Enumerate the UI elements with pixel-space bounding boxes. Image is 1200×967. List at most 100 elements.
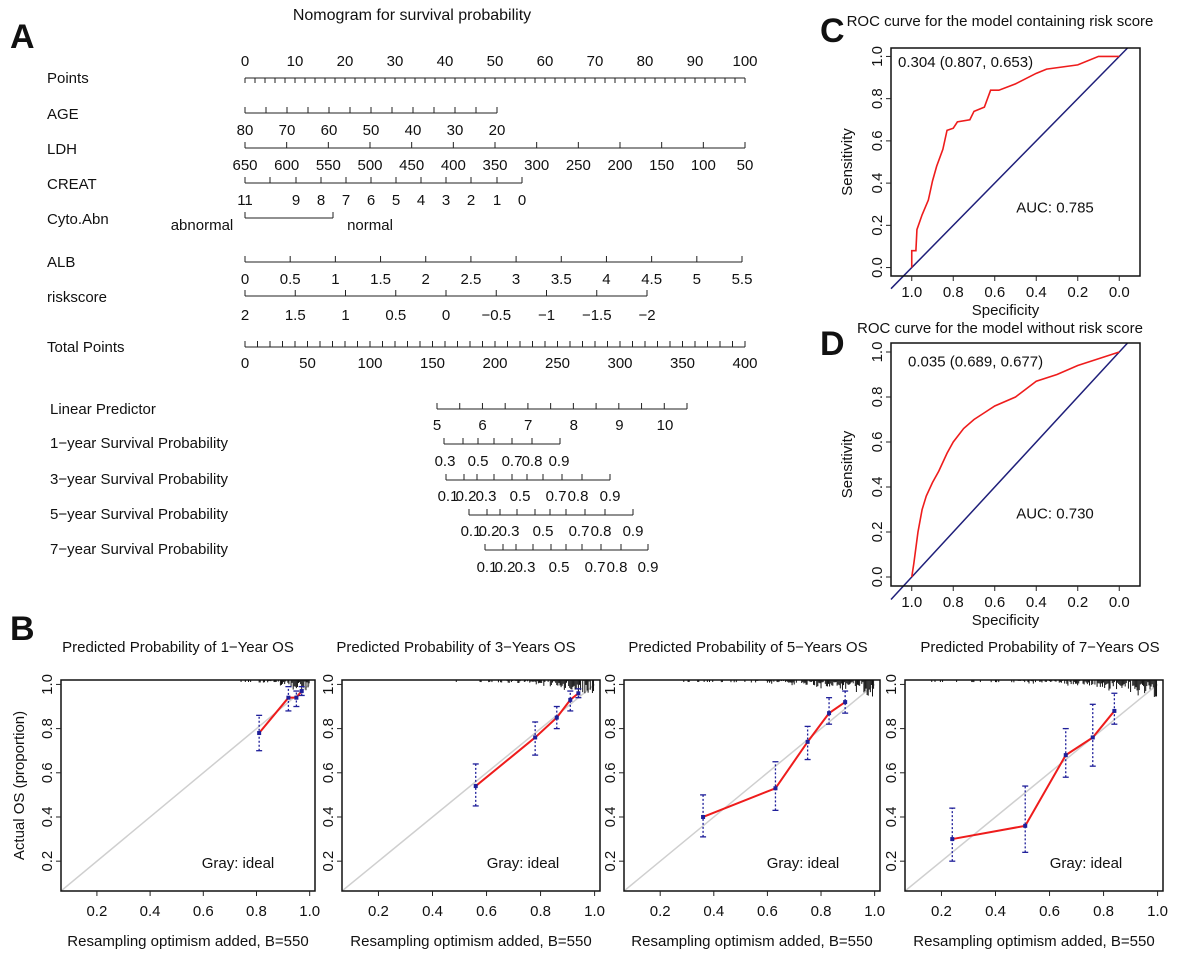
y-tick-label: 0.8 (320, 718, 337, 739)
roc-frame (890, 342, 1141, 587)
nomogram-tick-label: 1 (331, 271, 339, 288)
y-tick-label: 0.4 (869, 173, 886, 194)
calibration-frame (904, 679, 1164, 892)
nomogram-tick-label: 80 (237, 122, 254, 139)
y-tick-label: 0.0 (869, 567, 886, 588)
nomogram-tick-label: 70 (587, 53, 604, 70)
nomogram-tick-label: −1.5 (582, 307, 612, 324)
x-tick-label: 0.8 (1093, 903, 1114, 920)
calibration-point (1112, 708, 1117, 713)
nomogram-tick-label: 11 (237, 192, 253, 209)
y-tick-label: 0.4 (39, 807, 56, 828)
x-tick-label: 0.4 (1026, 284, 1047, 301)
nomogram-tick-label: 0.3 (499, 523, 520, 540)
nomogram-tick-label: 0.2 (456, 488, 477, 505)
roc-title: ROC curve for the model without risk sco… (857, 320, 1143, 337)
x-axis-label: Specificity (972, 302, 1040, 319)
x-tick-label: 0.2 (368, 903, 389, 920)
roc-frame (890, 47, 1141, 277)
nomogram-tick-label: 50 (299, 355, 316, 372)
nomogram-tick-label: 0.9 (623, 523, 644, 540)
nomogram-tick-label: 0.3 (435, 453, 456, 470)
y-tick-label: 1.0 (883, 674, 900, 695)
nomogram-tick-label: 0.8 (522, 453, 543, 470)
nomogram-tick-label: 2.5 (460, 271, 481, 288)
nomogram-tick-label: 0.7 (546, 488, 567, 505)
nomogram-tick-label: 200 (482, 355, 507, 372)
y-tick-label: 0.2 (39, 851, 56, 872)
ideal-legend-text: Gray: ideal (202, 855, 275, 872)
nomogram-tick-label: 300 (524, 157, 549, 174)
calibration-point (1090, 735, 1095, 740)
calibration-point (576, 691, 581, 696)
nomogram-tick-label: 0 (241, 271, 249, 288)
y-tick-label: 0.6 (39, 762, 56, 783)
roc-curve (910, 55, 1120, 268)
calibration-curve (258, 690, 303, 734)
nomogram-tick-label: 4 (602, 271, 610, 288)
nomogram-tick-label: 0.9 (549, 453, 570, 470)
roc-threshold-label: 0.304 (0.807, 0.653) (898, 54, 1033, 71)
nomogram-tick-label: 1 (493, 192, 501, 209)
nomogram-tick-label: 30 (447, 122, 464, 139)
nomogram-row-label: 3−year Survival Probability (50, 471, 229, 488)
nomogram-tick-label: 2 (422, 271, 430, 288)
nomogram-row-label: Cyto.Abn (47, 211, 109, 228)
y-tick-label: 0.4 (883, 807, 900, 828)
nomogram-tick-label: 10 (657, 417, 674, 434)
nomogram-tick-label: 600 (274, 157, 299, 174)
x-tick-label: 0.0 (1109, 284, 1130, 301)
nomogram-tick-label: 350 (670, 355, 695, 372)
y-tick-label: 0.2 (883, 851, 900, 872)
x-tick-label: 0.4 (140, 903, 161, 920)
x-tick-label: 0.2 (86, 903, 107, 920)
nomogram-tick-label: 70 (279, 122, 296, 139)
calibration-frame (341, 679, 601, 892)
nomogram-tick-label: 40 (405, 122, 422, 139)
calibration-point (773, 786, 778, 791)
calibration-curve (702, 701, 846, 818)
nomogram-row-label: 7−year Survival Probability (50, 541, 229, 558)
calibration-point (568, 697, 573, 702)
x-tick-label: 0.2 (931, 903, 952, 920)
nomogram-tick-label: 0.3 (476, 488, 497, 505)
nomogram-tick-label: 400 (441, 157, 466, 174)
x-tick-label: 0.6 (1039, 903, 1060, 920)
nomogram-title: Nomogram for survival probability (293, 7, 531, 24)
nomogram-tick-label: 4.5 (641, 271, 662, 288)
x-tick-label: 0.4 (1026, 594, 1047, 611)
y-tick-label: 0.8 (602, 718, 619, 739)
nomogram-tick-label: 0.2 (479, 523, 500, 540)
roc-auc-label: AUC: 0.730 (1016, 506, 1094, 523)
nomogram-tick-label: 0.5 (549, 559, 570, 576)
nomogram-row-label: CREAT (47, 176, 97, 193)
nomogram-tick-label: 20 (489, 122, 506, 139)
ideal-line (623, 683, 876, 892)
calibration-point (257, 731, 262, 736)
nomogram-tick-label: 200 (607, 157, 632, 174)
y-tick-label: 0.0 (869, 257, 886, 278)
nomogram-tick-label: 0 (518, 192, 526, 209)
x-axis-label: Resampling optimism added, B=550 (67, 933, 308, 950)
nomogram-row-label: AGE (47, 106, 79, 123)
x-tick-label: 0.8 (246, 903, 267, 920)
roc-curve (910, 351, 1120, 578)
nomogram-tick-label: 0.3 (515, 559, 536, 576)
y-tick-label: 0.4 (869, 477, 886, 498)
ideal-legend-text: Gray: ideal (767, 855, 840, 872)
y-tick-label: 0.2 (869, 522, 886, 543)
nomogram-tick-label: 2 (467, 192, 475, 209)
x-tick-label: 1.0 (299, 903, 320, 920)
nomogram-tick-label: 250 (545, 355, 570, 372)
nomogram-tick-label: 7 (524, 417, 532, 434)
nomogram-row-label: ALB (47, 254, 75, 271)
chance-diagonal (890, 47, 1129, 290)
nomogram-tick-label: 300 (607, 355, 632, 372)
calibration-frame (60, 679, 316, 892)
nomogram-tick-label: 0.1 (461, 523, 482, 540)
nomogram-tick-label: 650 (232, 157, 257, 174)
nomogram-tick-label: 5 (693, 271, 701, 288)
y-tick-label: 0.8 (883, 718, 900, 739)
x-tick-label: 0.8 (530, 903, 551, 920)
x-tick-label: 1.0 (584, 903, 605, 920)
